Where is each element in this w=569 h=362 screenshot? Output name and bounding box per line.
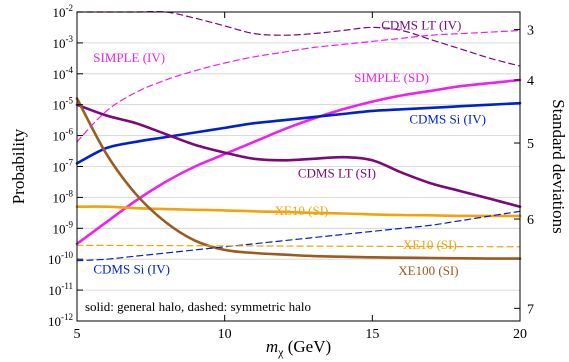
x-axis-label-unit: (GeV) xyxy=(283,337,331,356)
right-tick-label: 3 xyxy=(527,24,534,39)
series-annotation: XE100 (SI) xyxy=(398,263,458,278)
y-tick-label: 10-2 xyxy=(53,3,74,20)
series-annotation: CDMS LT (IV) xyxy=(381,17,461,32)
y-tick-label: 10-12 xyxy=(48,312,73,329)
right-tick-label: 7 xyxy=(527,302,534,317)
series-annotation: SIMPLE (IV) xyxy=(93,50,165,65)
x-axis-label-sub: χ xyxy=(277,345,284,359)
series-line-cdms-lt-si-solid xyxy=(75,103,522,208)
right-tick-label: 5 xyxy=(527,137,534,152)
series-annotation: XE10 (SI) xyxy=(275,203,329,218)
axis-layer: 10-2 10-3 10-4 10-5 10-6 10-7 10-8 10-9 10-10 10-… xyxy=(48,3,534,342)
x-tick-label: 10 xyxy=(218,327,232,342)
grid-layer xyxy=(77,42,520,291)
series-layer xyxy=(75,10,522,262)
series-annotation: XE10 (SI) xyxy=(403,237,457,252)
series-annotation: SIMPLE (SD) xyxy=(354,70,429,85)
right-axis-label: Standard deviations xyxy=(549,99,568,234)
x-axis-label-main: m xyxy=(266,337,278,356)
y-tick-label: 10-5 xyxy=(53,96,74,113)
y-tick-label: 10-6 xyxy=(53,127,74,144)
right-tick-label: 4 xyxy=(527,74,534,89)
series-line-simple-sd-solid xyxy=(75,78,522,246)
x-tick-label: 15 xyxy=(365,327,379,342)
y-tick-label: 10-10 xyxy=(48,250,73,267)
series-line-simple-iv-dashed xyxy=(76,29,521,143)
y-tick-label: 10-7 xyxy=(53,158,74,175)
y-tick-label: 10-8 xyxy=(53,188,74,205)
y-tick-label: 10-9 xyxy=(53,219,74,236)
x-axis-label: mχ (GeV) xyxy=(266,337,331,359)
series-annotation: CDMS Si (IV) xyxy=(93,261,170,276)
series-line-xe100-si-solid xyxy=(75,97,522,260)
series-line-cdms-si-iv-solid xyxy=(75,101,522,165)
y-tick-label: 10-3 xyxy=(53,34,74,51)
y-tick-label: 10-4 xyxy=(53,65,74,82)
series-annotation: CDMS Si (IV) xyxy=(409,112,486,127)
x-tick-label: 20 xyxy=(513,327,527,342)
series-line-cdms-si-iv-dashed xyxy=(76,210,521,262)
x-tick-label: 5 xyxy=(74,327,81,342)
right-tick-label: 6 xyxy=(527,213,534,228)
annotation-layer: CDMS LT (IV) SIMPLE (IV) SIMPLE (SD) CDMS S… xyxy=(93,17,486,278)
y-axis-label: Probability xyxy=(9,128,28,204)
series-annotation: CDMS LT (SI) xyxy=(298,166,376,181)
y-tick-label: 10-11 xyxy=(48,281,73,298)
series-line-xe10-si-dashed xyxy=(76,244,521,248)
legend-note: solid: general halo, dashed: symmetric h… xyxy=(85,299,311,314)
